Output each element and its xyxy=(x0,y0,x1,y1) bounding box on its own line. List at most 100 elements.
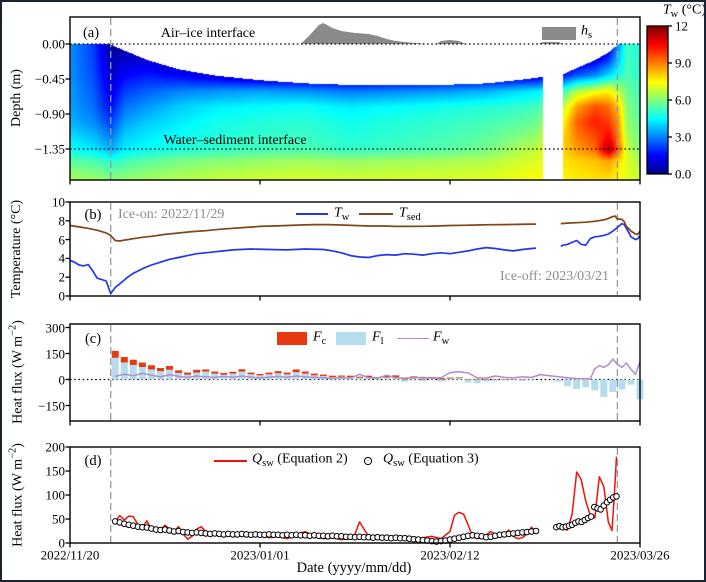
tick-label: 9.0 xyxy=(675,55,692,71)
legend-label-tsed: Tsed xyxy=(399,206,421,223)
fc-bar xyxy=(310,373,318,376)
fc-sub: c xyxy=(321,336,327,348)
colorbar-title-unit: (°C) xyxy=(681,2,706,18)
tick-label: 0.0 xyxy=(675,166,692,182)
fc-bar xyxy=(319,374,327,377)
fc-bar xyxy=(229,371,237,374)
fl-bar xyxy=(455,378,463,380)
fc-bar xyxy=(175,370,183,373)
fc-bar xyxy=(120,356,128,363)
fc-bar xyxy=(184,372,192,375)
legend-label-qsw3: Qsw (Equation 3) xyxy=(383,452,479,469)
legend-line-tsed xyxy=(359,213,393,215)
fc-bar xyxy=(473,378,481,380)
legend-line-fw xyxy=(397,338,429,339)
fl-var: F xyxy=(372,329,381,345)
legend-label-qsw2: Qsw (Equation 2) xyxy=(252,452,348,469)
colorbar-title-sub: w xyxy=(670,9,679,21)
water-sediment-interface-label: Water–sediment interface xyxy=(163,133,307,148)
tick-label: −1.35 xyxy=(34,141,65,157)
fl-bar xyxy=(229,373,237,380)
fl-bar xyxy=(356,377,364,380)
tick-label: 4 xyxy=(58,250,66,266)
fl-bar xyxy=(120,362,128,380)
fc-bar xyxy=(156,368,164,372)
fc-bar xyxy=(147,365,155,370)
q3-sub: sw xyxy=(393,458,405,470)
tick-label: 2023/03/26 xyxy=(610,547,670,563)
legend-label-fw: Fw xyxy=(433,330,449,347)
snow-legend-swatch xyxy=(542,27,576,40)
d-ylabel-sup: −2 xyxy=(7,447,19,459)
q2-var: Q xyxy=(252,451,263,467)
fc-bar xyxy=(238,369,246,372)
legend-line-tw xyxy=(296,213,328,215)
fc-bar xyxy=(392,375,400,378)
snow-legend-sub: s xyxy=(588,30,593,42)
snow-legend-label: hs xyxy=(581,24,592,41)
fl-bar xyxy=(582,379,590,388)
fl-bar xyxy=(573,379,581,390)
fl-bar xyxy=(600,379,608,397)
q3-var: Q xyxy=(383,451,394,467)
fl-bar xyxy=(627,379,635,385)
tick-label: 8 xyxy=(58,213,66,229)
q3-rest: (Equation 3) xyxy=(408,451,479,467)
legend-marker-qsw3 xyxy=(364,457,372,465)
tw-line xyxy=(560,222,641,247)
panel-c-frame xyxy=(69,323,641,422)
fl-sub: l xyxy=(380,336,384,348)
q2-sub: sw xyxy=(262,458,274,470)
fl-bar xyxy=(491,379,499,381)
c-ylabel-sup: −2 xyxy=(7,324,19,336)
tick-label: 0 xyxy=(58,288,66,304)
fl-bar xyxy=(437,379,445,382)
fc-bar xyxy=(337,375,345,377)
tick-label: 300 xyxy=(45,320,66,335)
fc-bar xyxy=(365,375,373,378)
colorbar-canvas xyxy=(647,26,668,174)
fl-bar xyxy=(383,377,391,380)
fl-bar xyxy=(211,373,219,380)
fc-bar xyxy=(383,376,391,378)
fc-bar xyxy=(193,369,201,373)
fl-bar xyxy=(518,379,526,381)
tick-label: −150 xyxy=(38,398,65,413)
fl-bar xyxy=(156,371,164,380)
tick-label: −0.45 xyxy=(34,71,65,87)
fl-bar xyxy=(509,379,517,381)
panel-a-letter: (a) xyxy=(82,24,100,41)
fw-sub: w xyxy=(441,336,450,348)
panel-a-ylabel: Depth (m) xyxy=(9,69,24,127)
tick-label: 50 xyxy=(52,511,65,527)
fc-bar xyxy=(220,372,228,375)
tick-label: 10 xyxy=(52,194,65,210)
tick-label: 2 xyxy=(58,269,66,285)
fc-bar xyxy=(437,378,445,380)
fc-bar xyxy=(211,371,219,374)
x-axis-title: Date (yyyy/mm/dd) xyxy=(296,559,412,576)
tick-label: 100 xyxy=(45,487,66,503)
legend-label-fc: Fc xyxy=(313,330,326,347)
air-ice-interface-label: Air–ice interface xyxy=(160,26,256,41)
fl-bar xyxy=(401,379,409,382)
tick-label: 2023/01/01 xyxy=(230,547,290,563)
panel-b-ylabel: Temperature (°C) xyxy=(9,199,24,299)
fc-bar xyxy=(346,375,354,378)
fl-bar xyxy=(527,379,535,381)
tick-label: 6 xyxy=(58,232,66,248)
tick-label: 0.00 xyxy=(42,36,65,52)
fl-bar xyxy=(419,379,427,382)
fw-line xyxy=(115,358,641,380)
panel-c-ylabel: Heat flux (W m−2) xyxy=(7,320,26,424)
snow-depth-profile xyxy=(300,23,563,44)
fw-var: F xyxy=(433,329,442,345)
q2-rest: (Equation 2) xyxy=(277,451,348,467)
colorbar-title: Tw (°C) xyxy=(663,2,706,21)
fc-bar xyxy=(247,372,255,375)
fl-bar xyxy=(591,379,599,391)
fc-bar xyxy=(166,365,174,370)
fl-bar xyxy=(446,378,454,380)
